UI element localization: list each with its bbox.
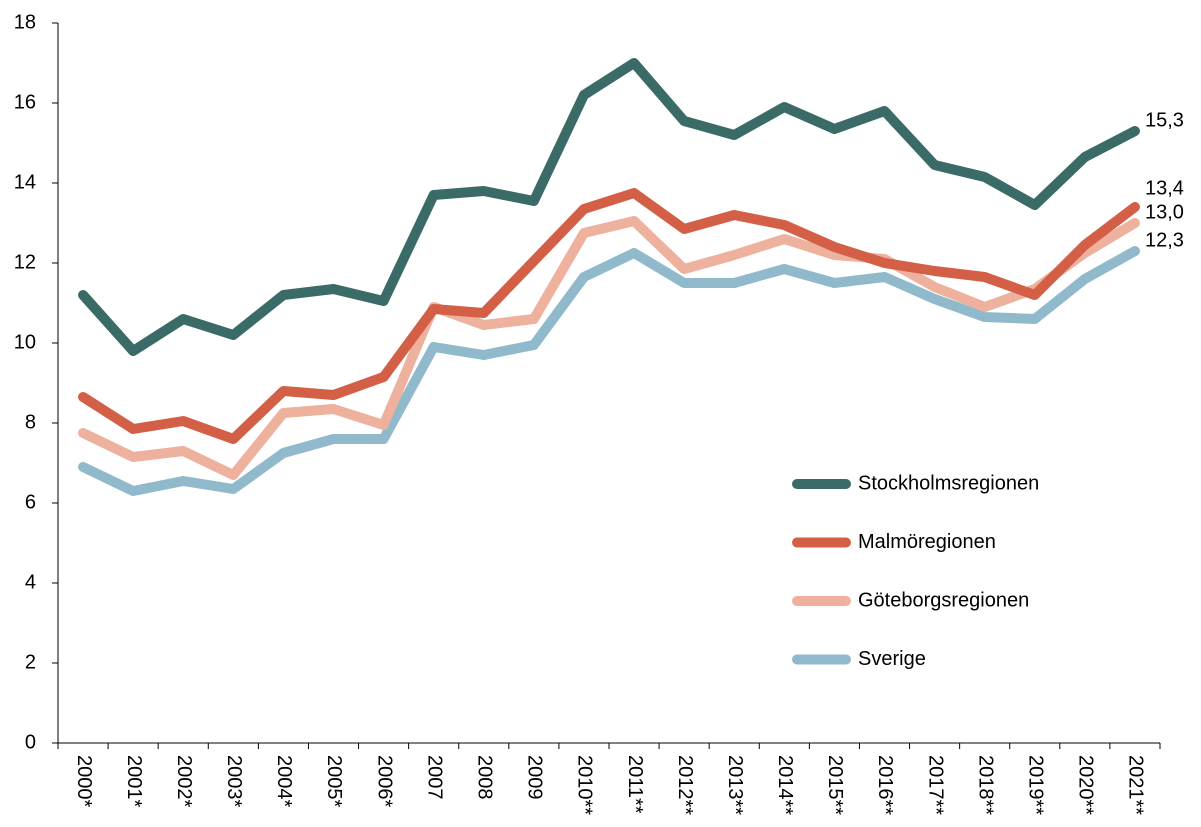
series-line: [78, 216, 1140, 480]
x-tick-label: 2001*: [123, 755, 145, 807]
legend: Stockholmsregionen Malmöregionen Göteborgs…: [792, 472, 1039, 670]
x-tick-label: 2007: [423, 755, 445, 800]
x-tick-label: 2002*: [173, 755, 195, 807]
value-label: 15,3: [1145, 109, 1184, 131]
x-tick-label: 2003*: [223, 755, 245, 807]
x-tick-label: 2012**: [674, 755, 696, 815]
x-tick-label: 2019**: [1024, 755, 1046, 815]
legend-label: Malmöregionen: [858, 531, 996, 553]
x-tick-label: 2015**: [824, 755, 846, 815]
value-label: 13,0: [1145, 201, 1184, 223]
y-tick-label: 2: [25, 651, 36, 673]
legend-label: Sverige: [858, 648, 926, 670]
y-tick-label: 6: [25, 491, 36, 513]
x-tick-label: 2008: [473, 755, 495, 800]
y-tick-label: 12: [14, 251, 36, 273]
x-tick-label: 2009: [524, 755, 546, 800]
x-tick-label: 2013**: [724, 755, 746, 815]
series-line: [78, 58, 1140, 356]
y-tick-label: 8: [25, 411, 36, 433]
x-tick-label: 2020**: [1075, 755, 1097, 815]
y-tick-label: 14: [14, 171, 36, 193]
legend-label: Stockholmsregionen: [858, 472, 1039, 494]
x-tick-label: 2010**: [574, 755, 596, 815]
x-tick-label: 2004*: [273, 755, 295, 807]
x-tick-label: 2006*: [373, 755, 395, 807]
value-label: 13,4: [1145, 177, 1184, 199]
x-tick-label: 2000*: [73, 755, 95, 807]
x-tick-label: 2017**: [924, 755, 946, 815]
y-tick-label: 18: [14, 11, 36, 33]
x-tick-label: 2014**: [774, 755, 796, 815]
y-tick-label: 16: [14, 91, 36, 113]
legend-label: Göteborgsregionen: [858, 589, 1029, 611]
x-tick-label: 2016**: [874, 755, 896, 815]
y-tick-label: 0: [25, 731, 36, 753]
y-tick-label: 10: [14, 331, 36, 353]
x-tick-label: 2021**: [1125, 755, 1147, 815]
x-tick-label: 2011**: [624, 755, 646, 814]
series-line: [78, 246, 1140, 496]
y-tick-label: 4: [25, 571, 36, 593]
x-tick-label: 2005*: [323, 755, 345, 807]
value-label: 12,3: [1145, 229, 1184, 251]
x-tick-label: 2018**: [974, 755, 996, 815]
series-line: [78, 188, 1140, 444]
